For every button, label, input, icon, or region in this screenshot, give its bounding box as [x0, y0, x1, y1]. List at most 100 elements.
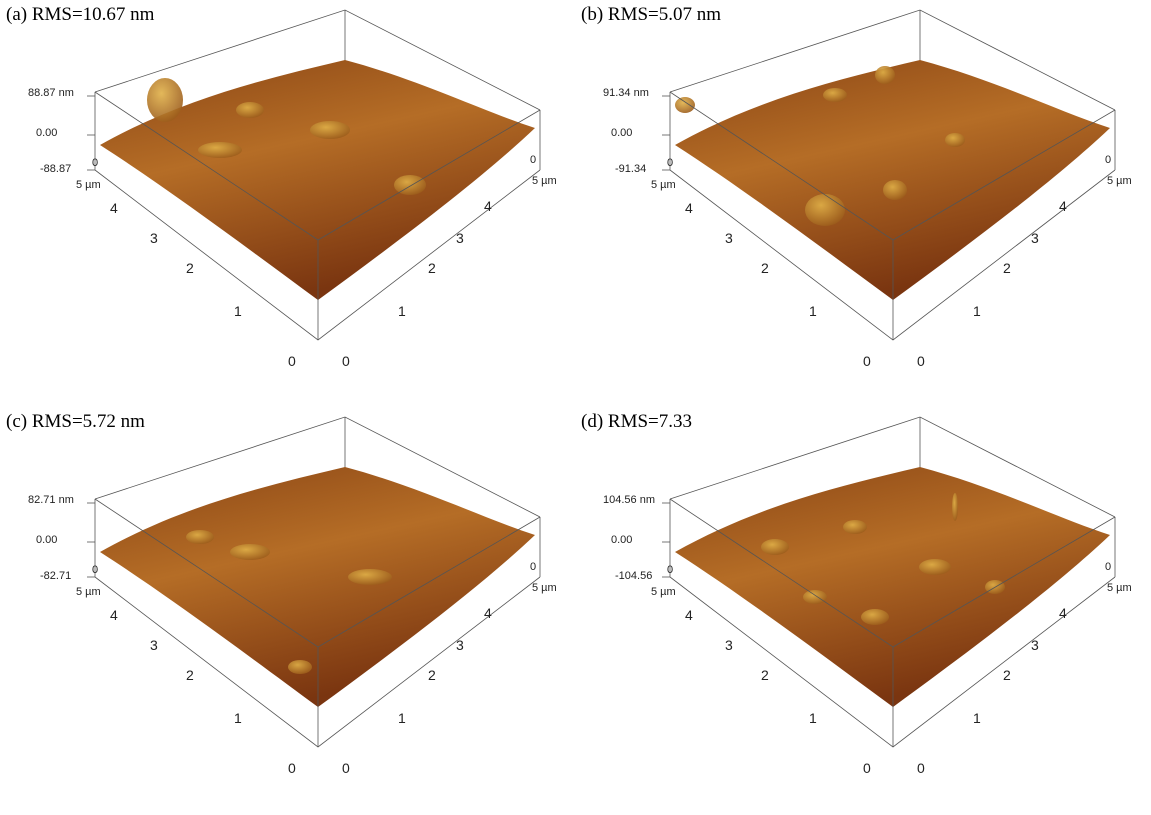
- surface-feature: [883, 180, 907, 200]
- z-label: 104.56 nm: [603, 494, 655, 506]
- afm-panel: (c) RMS=5.72 nm 82.71 nm 0.00 -82.71 0 5 µm 4 3…: [6, 411, 557, 776]
- x-tick-label: 0: [863, 760, 871, 776]
- y-tick-label: 0: [917, 760, 925, 776]
- surface: [675, 467, 1110, 707]
- x-tick-label: 0: [863, 353, 871, 369]
- x-tick-label: 5 µm: [76, 179, 101, 191]
- surface-feature: [805, 194, 845, 226]
- surface: [100, 467, 535, 707]
- y-tick-label: 5 µm: [1107, 582, 1132, 594]
- x-tick-label: 4: [685, 607, 693, 623]
- corner-label: 0: [667, 564, 673, 576]
- surface-feature: [761, 539, 789, 555]
- z-label: -104.56: [615, 570, 652, 582]
- x-tick-label: 5 µm: [651, 179, 676, 191]
- y-tick-label: 0: [1105, 561, 1111, 573]
- x-tick-label: 2: [186, 667, 194, 683]
- surface-feature: [952, 493, 958, 521]
- y-tick-label: 2: [428, 667, 436, 683]
- y-tick-label: 1: [973, 303, 981, 319]
- x-tick-label: 4: [685, 200, 693, 216]
- surface-feature: [803, 590, 827, 604]
- z-label: 88.87 nm: [28, 87, 74, 99]
- y-tick-label: 2: [428, 260, 436, 276]
- surface-feature: [186, 530, 214, 544]
- x-tick-label: 3: [150, 230, 158, 246]
- x-tick-label: 3: [725, 230, 733, 246]
- surface-feature: [198, 142, 242, 158]
- x-tick-label: 1: [234, 710, 242, 726]
- surface-feature: [823, 88, 847, 102]
- z-label: 0.00: [611, 127, 632, 139]
- x-tick-label: 2: [761, 667, 769, 683]
- y-tick-label: 4: [484, 198, 492, 214]
- y-tick-label: 5 µm: [532, 175, 557, 187]
- surface-feature: [861, 609, 889, 625]
- y-tick-label: 3: [456, 230, 464, 246]
- panel-title: (a) RMS=10.67 nm: [6, 4, 155, 25]
- panel-title: (b) RMS=5.07 nm: [581, 4, 721, 25]
- y-tick-label: 3: [1031, 230, 1039, 246]
- x-tick-label: 5 µm: [76, 586, 101, 598]
- surface-feature: [394, 175, 426, 195]
- corner-label: 0: [92, 564, 98, 576]
- y-tick-label: 2: [1003, 667, 1011, 683]
- y-tick-label: 5 µm: [532, 582, 557, 594]
- panel-title: (c) RMS=5.72 nm: [6, 411, 145, 432]
- y-tick-label: 0: [530, 561, 536, 573]
- x-tick-label: 1: [234, 303, 242, 319]
- y-tick-label: 1: [398, 303, 406, 319]
- x-tick-label: 5 µm: [651, 586, 676, 598]
- x-tick-label: 2: [186, 260, 194, 276]
- z-label: -88.87: [40, 163, 71, 175]
- surface-feature: [875, 66, 895, 84]
- y-tick-label: 0: [342, 760, 350, 776]
- x-tick-label: 4: [110, 200, 118, 216]
- surface-feature: [310, 121, 350, 139]
- y-tick-label: 2: [1003, 260, 1011, 276]
- x-tick-label: 4: [110, 607, 118, 623]
- z-label: 0.00: [36, 127, 57, 139]
- x-tick-label: 1: [809, 303, 817, 319]
- y-tick-label: 0: [342, 353, 350, 369]
- afm-panel: (a) RMS=10.67 nm 88.87 nm 0.00 -88.87 0 5 µm 4…: [6, 4, 557, 369]
- surface-feature: [348, 569, 392, 585]
- x-tick-label: 3: [725, 637, 733, 653]
- y-tick-label: 1: [398, 710, 406, 726]
- y-tick-label: 3: [1031, 637, 1039, 653]
- y-tick-label: 0: [530, 154, 536, 166]
- x-tick-label: 0: [288, 353, 296, 369]
- surface-feature: [236, 102, 264, 118]
- z-label: 0.00: [36, 534, 57, 546]
- y-tick-label: 5 µm: [1107, 175, 1132, 187]
- surface-feature: [675, 97, 695, 113]
- corner-label: 0: [92, 157, 98, 169]
- z-label: -82.71: [40, 570, 71, 582]
- z-label: 82.71 nm: [28, 494, 74, 506]
- y-tick-label: 3: [456, 637, 464, 653]
- x-tick-label: 0: [288, 760, 296, 776]
- y-tick-label: 0: [917, 353, 925, 369]
- surface-feature: [919, 559, 951, 575]
- y-tick-label: 0: [1105, 154, 1111, 166]
- surface-feature: [147, 78, 183, 122]
- figure: (a) RMS=10.67 nm 88.87 nm 0.00 -88.87 0 5 µm 4…: [0, 0, 1151, 815]
- z-label: 91.34 nm: [603, 87, 649, 99]
- x-tick-label: 3: [150, 637, 158, 653]
- x-tick-label: 2: [761, 260, 769, 276]
- surface-feature: [288, 660, 312, 674]
- surface: [675, 60, 1110, 300]
- y-tick-label: 4: [484, 605, 492, 621]
- surface-feature: [843, 520, 867, 534]
- corner-label: 0: [667, 157, 673, 169]
- surface-feature: [230, 544, 270, 560]
- y-tick-label: 1: [973, 710, 981, 726]
- panel-title: (d) RMS=7.33: [581, 411, 692, 432]
- y-tick-label: 4: [1059, 198, 1067, 214]
- y-tick-label: 4: [1059, 605, 1067, 621]
- afm-panel: (b) RMS=5.07 nm 91.34 nm 0.00 -91.34 0 5 µm 4 3…: [581, 4, 1132, 369]
- surface-feature: [945, 133, 965, 147]
- z-label: -91.34: [615, 163, 646, 175]
- x-tick-label: 1: [809, 710, 817, 726]
